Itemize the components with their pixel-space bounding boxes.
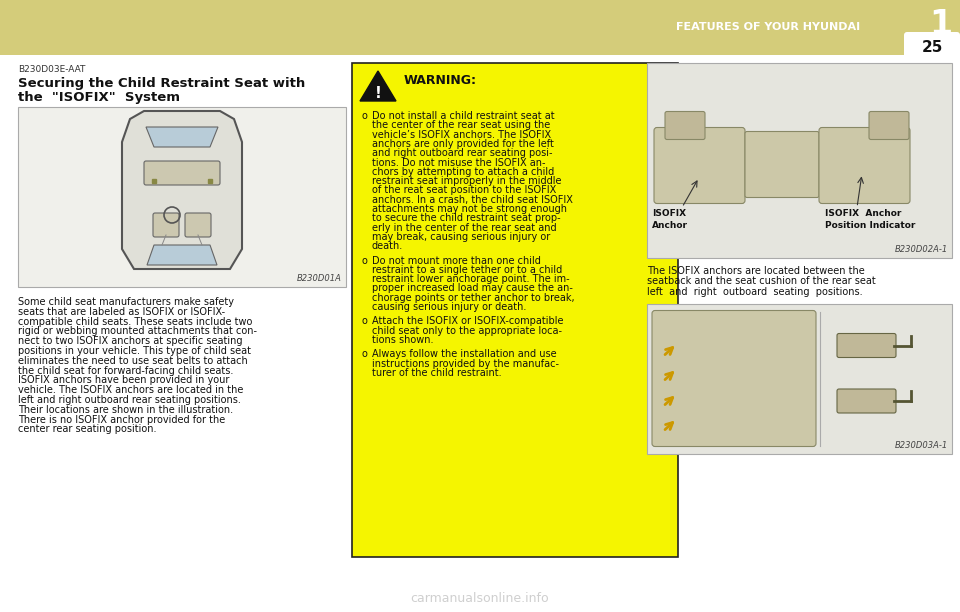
FancyBboxPatch shape — [652, 310, 816, 447]
FancyBboxPatch shape — [647, 63, 952, 258]
FancyBboxPatch shape — [745, 132, 819, 198]
Text: may break, causing serious injury or: may break, causing serious injury or — [372, 232, 550, 242]
Text: compatible child seats. These seats include two: compatible child seats. These seats incl… — [18, 316, 252, 327]
Text: o: o — [362, 111, 368, 121]
Text: instructions provided by the manufac-: instructions provided by the manufac- — [372, 359, 559, 368]
Text: There is no ISOFIX anchor provided for the: There is no ISOFIX anchor provided for t… — [18, 414, 226, 425]
Text: Do not mount more than one child: Do not mount more than one child — [372, 255, 540, 266]
Text: o: o — [362, 316, 368, 326]
Text: ISOFIX anchors have been provided in your: ISOFIX anchors have been provided in you… — [18, 375, 229, 386]
Text: Attach the ISOFIX or ISOFIX-compatible: Attach the ISOFIX or ISOFIX-compatible — [372, 316, 564, 326]
Polygon shape — [122, 111, 242, 269]
Text: left  and  right  outboard  seating  positions.: left and right outboard seating position… — [647, 287, 863, 297]
Text: o: o — [362, 349, 368, 359]
Text: B230D02A-1: B230D02A-1 — [895, 245, 948, 254]
Text: restraint to a single tether or to a child: restraint to a single tether or to a chi… — [372, 265, 563, 275]
Text: nect to two ISOFIX anchors at specific seating: nect to two ISOFIX anchors at specific s… — [18, 336, 243, 346]
Text: B230D01A: B230D01A — [298, 274, 342, 283]
Text: eliminates the need to use seat belts to attach: eliminates the need to use seat belts to… — [18, 356, 248, 366]
FancyBboxPatch shape — [144, 161, 220, 185]
Text: chorage points or tether anchor to break,: chorage points or tether anchor to break… — [372, 293, 575, 303]
Text: FEATURES OF YOUR HYUNDAI: FEATURES OF YOUR HYUNDAI — [676, 22, 860, 32]
Text: to secure the child restraint seat prop-: to secure the child restraint seat prop- — [372, 214, 561, 223]
Text: anchors are only provided for the left: anchors are only provided for the left — [372, 139, 554, 149]
FancyBboxPatch shape — [647, 304, 952, 453]
Text: o: o — [362, 255, 368, 266]
Polygon shape — [146, 127, 218, 147]
Text: restraint lower anchorage point. The im-: restraint lower anchorage point. The im- — [372, 274, 569, 284]
Polygon shape — [147, 245, 217, 265]
Text: !: ! — [374, 86, 381, 100]
FancyBboxPatch shape — [837, 334, 896, 357]
FancyBboxPatch shape — [869, 111, 909, 140]
Text: Do not install a child restraint seat at: Do not install a child restraint seat at — [372, 111, 555, 121]
Text: vehicle. The ISOFIX anchors are located in the: vehicle. The ISOFIX anchors are located … — [18, 385, 244, 395]
FancyBboxPatch shape — [185, 213, 211, 237]
Text: B230D03E-AAT: B230D03E-AAT — [18, 65, 85, 74]
Text: The ISOFIX anchors are located between the: The ISOFIX anchors are located between t… — [647, 266, 865, 276]
Polygon shape — [360, 71, 396, 101]
Text: Their locations are shown in the illustration.: Their locations are shown in the illustr… — [18, 405, 233, 415]
Text: tions shown.: tions shown. — [372, 335, 434, 345]
FancyBboxPatch shape — [153, 213, 179, 237]
Text: the  "ISOFIX"  System: the "ISOFIX" System — [18, 91, 180, 104]
Text: attachments may not be strong enough: attachments may not be strong enough — [372, 204, 567, 214]
Text: Always follow the installation and use: Always follow the installation and use — [372, 349, 557, 359]
Text: WARNING:: WARNING: — [404, 73, 477, 86]
Text: of the reat seat position to the ISOFIX: of the reat seat position to the ISOFIX — [372, 185, 556, 195]
Text: causing serious injury or death.: causing serious injury or death. — [372, 302, 526, 312]
Text: left and right outboard rear seating positions.: left and right outboard rear seating pos… — [18, 395, 241, 405]
Text: carmanualsonline.info: carmanualsonline.info — [411, 592, 549, 605]
FancyBboxPatch shape — [819, 127, 910, 204]
FancyBboxPatch shape — [0, 0, 960, 55]
Text: chors by attempting to attach a child: chors by attempting to attach a child — [372, 167, 554, 177]
FancyBboxPatch shape — [654, 127, 745, 204]
FancyBboxPatch shape — [352, 63, 678, 557]
FancyBboxPatch shape — [837, 389, 896, 413]
Text: B230D03A-1: B230D03A-1 — [895, 441, 948, 449]
Text: ISOFIX  Anchor: ISOFIX Anchor — [825, 209, 901, 218]
Text: vehicle’s ISOFIX anchors. The ISOFIX: vehicle’s ISOFIX anchors. The ISOFIX — [372, 130, 551, 140]
Text: and right outboard rear seating posi-: and right outboard rear seating posi- — [372, 148, 553, 158]
Text: Some child seat manufacturers make safety: Some child seat manufacturers make safet… — [18, 297, 234, 307]
Text: Securing the Child Restraint Seat with: Securing the Child Restraint Seat with — [18, 77, 305, 90]
Text: 1: 1 — [929, 9, 952, 42]
Text: rigid or webbing mounted attachments that con-: rigid or webbing mounted attachments tha… — [18, 326, 257, 337]
Text: seatback and the seat cushion of the rear seat: seatback and the seat cushion of the rea… — [647, 277, 876, 286]
Text: Position Indicator: Position Indicator — [825, 220, 916, 230]
Text: anchors. In a crash, the child seat ISOFIX: anchors. In a crash, the child seat ISOF… — [372, 195, 573, 204]
Text: restraint seat improperly in the middle: restraint seat improperly in the middle — [372, 176, 562, 186]
FancyBboxPatch shape — [904, 32, 960, 60]
Text: 25: 25 — [922, 40, 943, 54]
Text: Anchor: Anchor — [652, 220, 688, 230]
Text: child seat only to the appropriate loca-: child seat only to the appropriate loca- — [372, 326, 562, 335]
Text: the center of the rear seat using the: the center of the rear seat using the — [372, 121, 550, 130]
Text: the child seat for forward-facing child seats.: the child seat for forward-facing child … — [18, 365, 233, 376]
Text: proper increased load may cause the an-: proper increased load may cause the an- — [372, 283, 573, 293]
Text: ISOFIX: ISOFIX — [652, 209, 686, 218]
Text: tions. Do not misuse the ISOFIX an-: tions. Do not misuse the ISOFIX an- — [372, 157, 545, 168]
Text: positions in your vehicle. This type of child seat: positions in your vehicle. This type of … — [18, 346, 251, 356]
Text: center rear seating position.: center rear seating position. — [18, 424, 156, 435]
FancyBboxPatch shape — [665, 111, 705, 140]
Text: seats that are labeled as ISOFIX or ISOFIX-: seats that are labeled as ISOFIX or ISOF… — [18, 307, 226, 317]
Text: erly in the center of the rear seat and: erly in the center of the rear seat and — [372, 223, 557, 233]
Text: turer of the child restraint.: turer of the child restraint. — [372, 368, 502, 378]
Text: death.: death. — [372, 241, 403, 251]
FancyBboxPatch shape — [18, 107, 346, 287]
